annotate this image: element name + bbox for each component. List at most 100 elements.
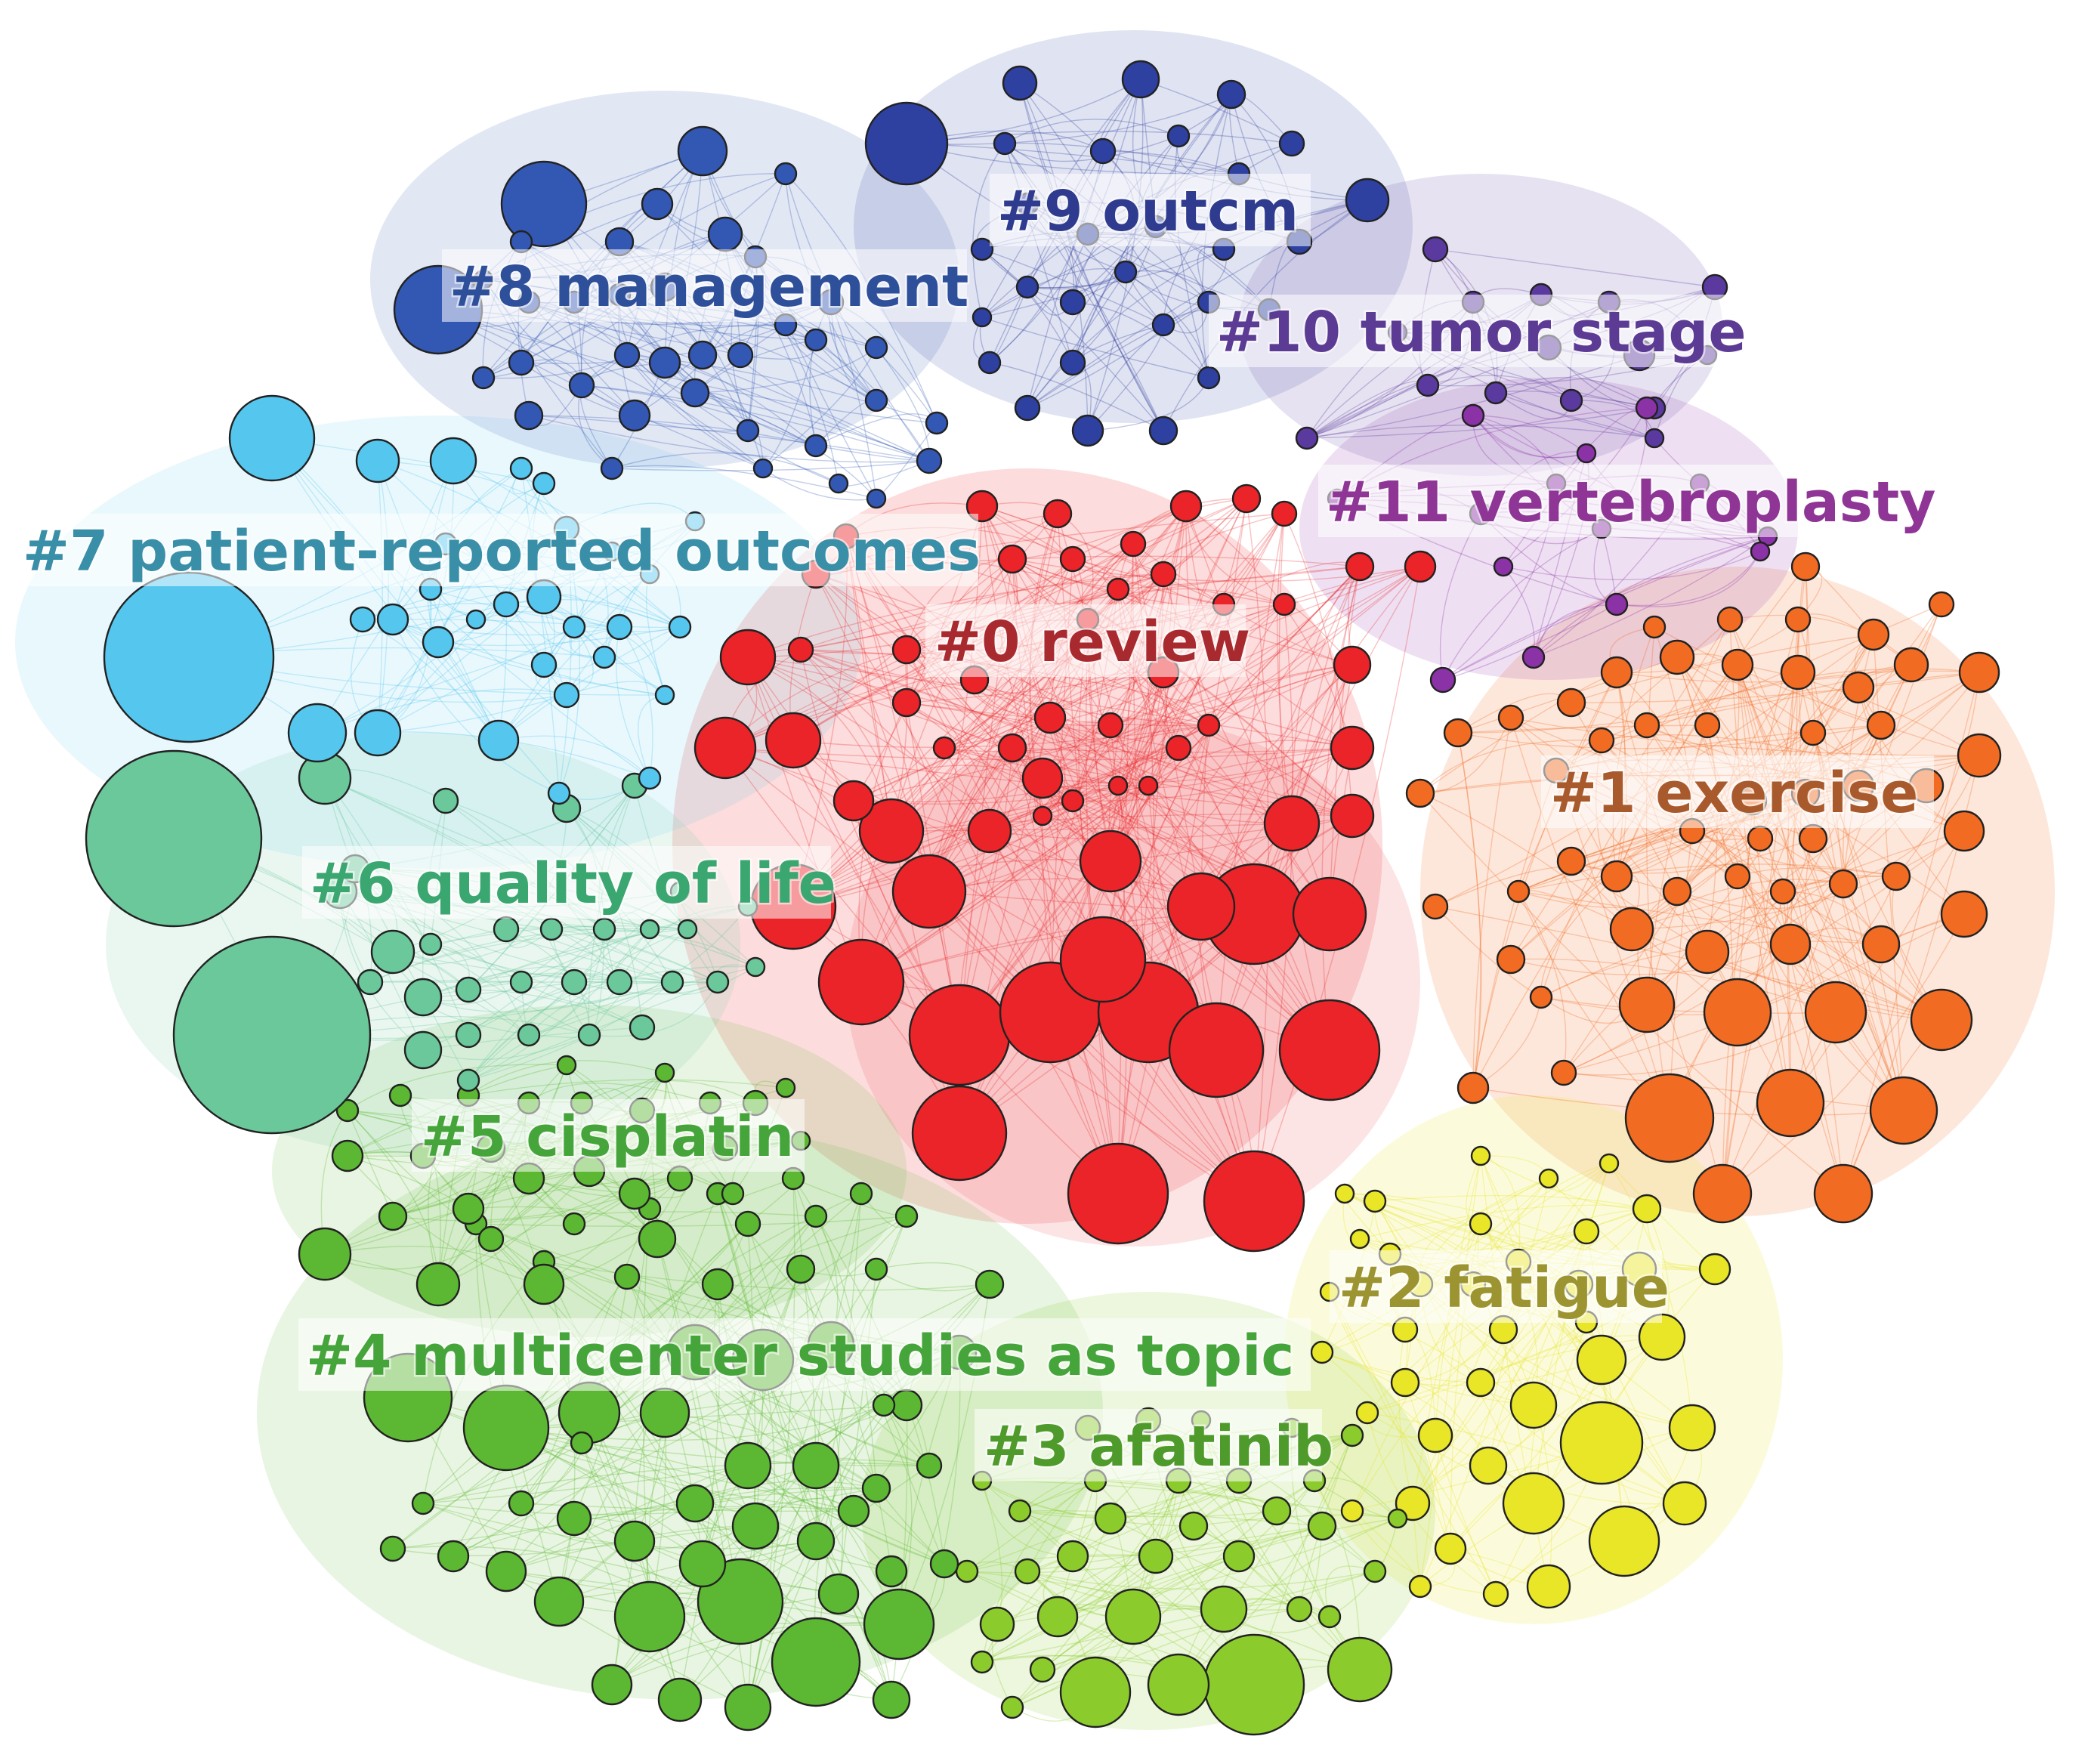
node-c0	[832, 780, 875, 822]
edge-c4	[649, 1208, 749, 1708]
node-c8	[687, 340, 718, 370]
edge-c3	[1019, 1510, 1179, 1685]
edge-c11	[1533, 604, 1617, 658]
node-c4	[875, 1555, 908, 1588]
cluster-label-group-c9: #9 outcm	[990, 174, 1311, 246]
node-c9	[978, 351, 1002, 375]
node-c8	[916, 447, 943, 474]
node-c8	[804, 328, 828, 352]
node-c3	[970, 1650, 994, 1674]
edge-c5	[543, 1178, 681, 1285]
edge-c5	[437, 1178, 681, 1285]
edge-c4	[883, 1404, 913, 1625]
edge-c9	[1019, 82, 1164, 431]
edge-c0	[1277, 513, 1293, 824]
edge-c1	[1782, 891, 1791, 1104]
node-c0	[911, 1085, 1008, 1182]
edge-c1	[1510, 958, 1836, 1013]
edge-c6	[430, 944, 673, 984]
edge-c1	[1510, 944, 1791, 976]
edge-c1	[1737, 664, 1904, 1111]
node-c0	[932, 736, 956, 760]
edge-c4	[702, 1404, 907, 1565]
edge-c4	[543, 1261, 990, 1291]
edge-c1	[1510, 717, 1670, 1119]
edge-c0	[1042, 747, 1353, 784]
edge-c9	[1019, 82, 1209, 303]
edge-c9	[981, 317, 1209, 378]
node-c0	[1330, 725, 1375, 771]
edge-c11	[1442, 528, 1602, 681]
edge-c0	[906, 702, 1209, 727]
node-c0	[787, 636, 814, 663]
node-c4	[792, 1441, 840, 1490]
node-c9	[1197, 366, 1221, 390]
edge-c4	[453, 1442, 582, 1557]
edge-c4	[702, 1268, 802, 1565]
node-c5	[721, 1182, 745, 1206]
node-c3	[1014, 1558, 1041, 1585]
edge-c2	[1329, 1291, 1451, 1549]
edge-c0	[792, 505, 1187, 907]
node-c1	[1828, 869, 1858, 899]
node-c8	[804, 434, 828, 458]
edge-c4	[573, 1518, 619, 1685]
edge-c6	[573, 981, 718, 995]
node-c4	[890, 1389, 923, 1422]
node-c2	[1668, 1404, 1716, 1452]
node-c8	[925, 411, 949, 435]
edge-c9	[1125, 271, 1209, 378]
edge-c9	[1087, 377, 1209, 431]
node-c3	[1222, 1540, 1256, 1573]
node-c0	[858, 798, 925, 864]
edge-c0	[944, 566, 1421, 749]
node-c4	[678, 1540, 727, 1588]
node-c0	[891, 635, 922, 665]
edge-c1	[1457, 724, 1708, 734]
edge-c1	[1457, 664, 1912, 734]
node-c4	[675, 1484, 715, 1523]
edge-c8	[611, 150, 703, 469]
node-c2	[1662, 1481, 1707, 1526]
node-c2	[1334, 1183, 1355, 1204]
edge-c1	[1540, 876, 1617, 998]
edge-c11	[1533, 536, 1768, 658]
node-c8	[727, 341, 754, 369]
node-c5	[388, 1083, 412, 1108]
cluster-hull-c1-0	[1420, 567, 2055, 1216]
node-c9	[1148, 416, 1178, 446]
node-c1	[1600, 860, 1633, 893]
cluster-label-group-c4: #4 multicenter studies as topic	[298, 1318, 1311, 1391]
node-c7	[668, 615, 692, 639]
edge-c0	[800, 649, 1353, 749]
edge-c1	[1563, 634, 1874, 1074]
edge-c1	[1722, 619, 1799, 1194]
node-c1	[1405, 778, 1435, 808]
node-c8	[500, 160, 588, 248]
edge-c8	[694, 347, 877, 394]
node-c6	[677, 919, 698, 940]
edge-c6	[468, 928, 650, 1036]
edge-c0	[1102, 604, 1285, 960]
node-c4	[724, 1683, 772, 1732]
edge-c9	[1140, 79, 1293, 144]
edge-c2	[1495, 1503, 1685, 1595]
edge-c0	[1012, 558, 1353, 817]
edge-c1	[1676, 656, 1814, 734]
node-c1	[1624, 1073, 1715, 1163]
node-c7	[465, 609, 487, 630]
edge-c0	[1117, 498, 1247, 1194]
node-c3	[1138, 1538, 1174, 1574]
edge-c10	[1306, 407, 1655, 439]
node-c6	[592, 917, 616, 941]
edge-c4	[581, 1193, 862, 1444]
cluster-label-c3: #3 afatinib	[984, 1414, 1333, 1479]
edge-c1	[1518, 891, 1567, 1074]
edge-c0	[1049, 498, 1247, 718]
edge-c1	[1518, 863, 1897, 892]
edge-c6	[468, 989, 643, 1028]
node-c9	[1059, 289, 1086, 316]
edge-c2	[1480, 1155, 1648, 1209]
edge-c9	[981, 249, 1164, 326]
edge-c9	[981, 249, 1073, 363]
